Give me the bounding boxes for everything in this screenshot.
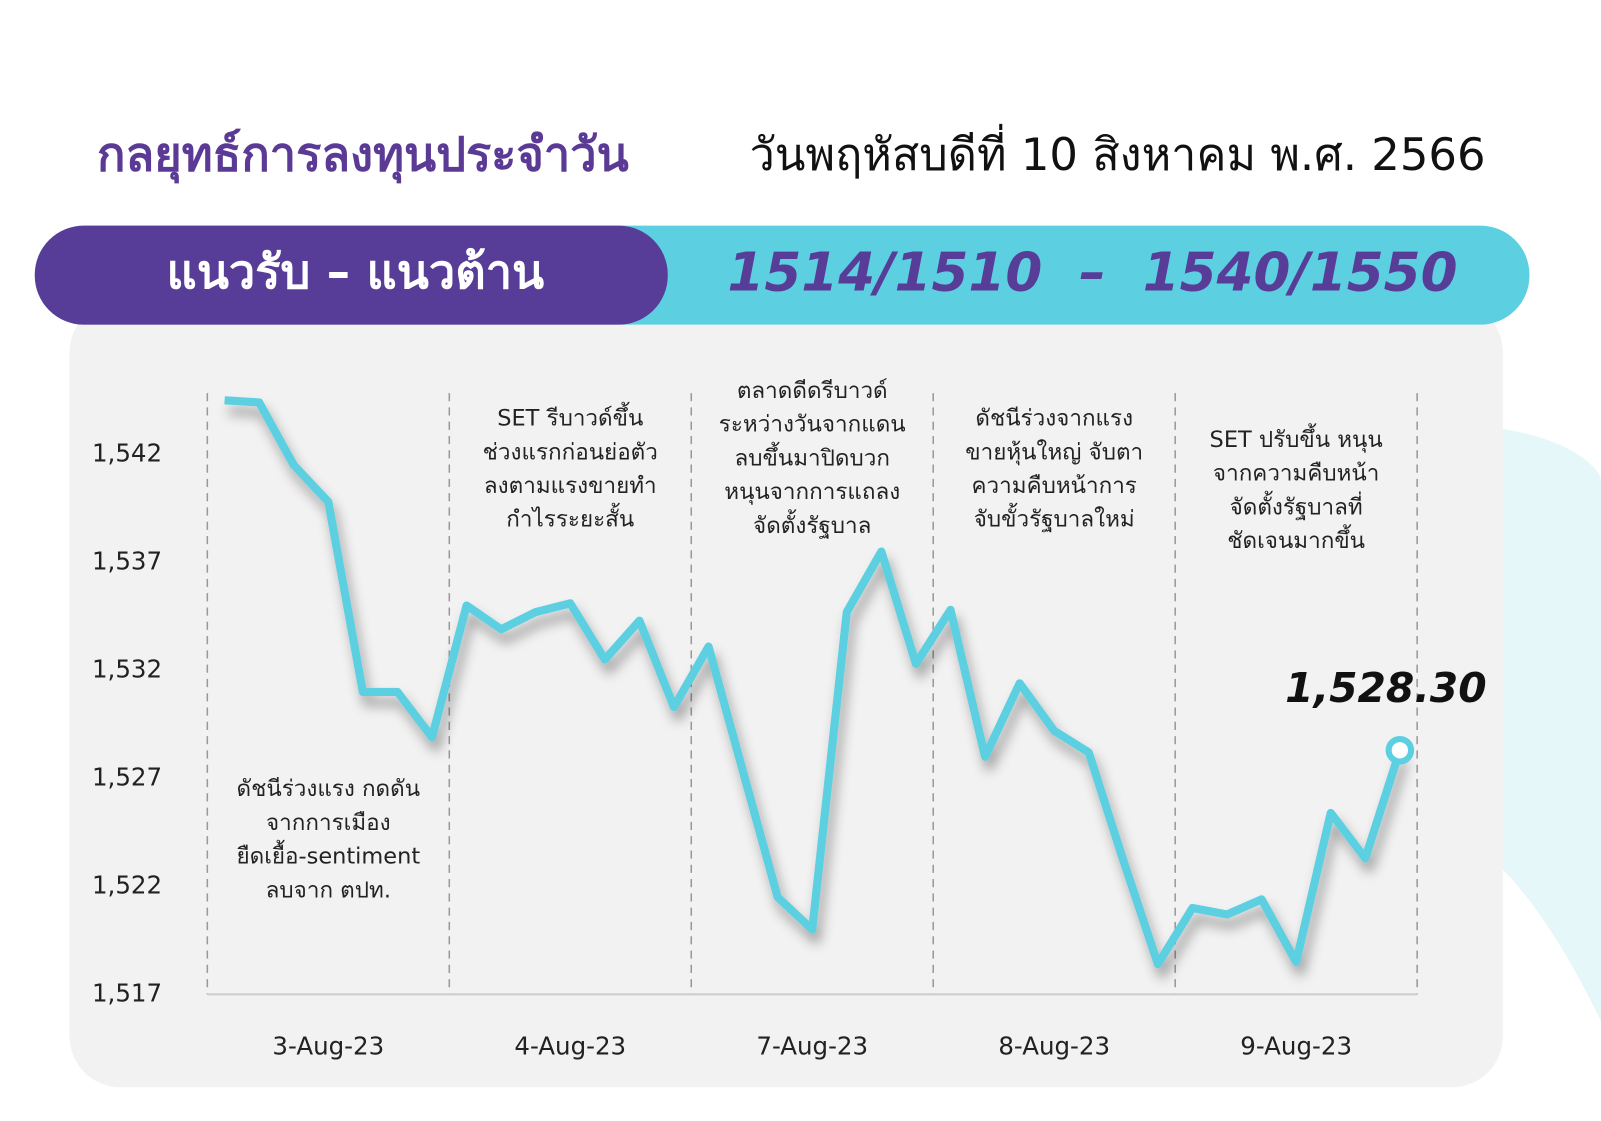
annotation-line: ลบขึ้นมาปิดบวก [735, 441, 890, 471]
annotation-line: จากการเมือง [266, 809, 391, 835]
panel [69, 301, 1503, 1088]
banner-levels: 1514/1510 – 1540/1550 [727, 241, 1457, 303]
annotation-line: ลงตามแรงขายทำ [484, 472, 657, 498]
x-tick-label: 4-Aug-23 [514, 1031, 626, 1060]
annotation-line: ขายหุ้นใหญ่ จับตา [965, 439, 1143, 465]
annotation-line: ลบจาก ตปท. [266, 877, 391, 903]
annotation-line: ช่วงแรกก่อนย่อตัว [483, 439, 658, 465]
annotation: ดัชนีร่วงแรง กดดันจากการเมืองยืดเยื้อ-se… [236, 776, 420, 903]
y-tick-label: 1,527 [92, 762, 162, 791]
line [224, 396, 1404, 969]
y-tick-label: 1,532 [92, 654, 162, 683]
x-tick-label: 3-Aug-23 [272, 1031, 384, 1060]
annotation: SET รีบาวด์ขึ้นช่วงแรกก่อนย่อตัวลงตามแรง… [483, 401, 658, 532]
annotation-line: กำไรระยะสั้น [506, 502, 634, 532]
decor [1500, 428, 1601, 1021]
banner-label-bg [34, 225, 668, 325]
plot: 1,517 1,522 1,527 1,532 1,537 1,542 3-Aug-23 4-… [92, 378, 1487, 1061]
subtitle: วันพฤหัสบดีที่ 10 สิงหาคม พ.ศ. 2566 [750, 123, 1486, 181]
annotation: ตลาดดีดรีบาวด์ระหว่างวันจากแดนลบขึ้นมาปิ… [719, 378, 906, 539]
annotation: ดัชนีร่วงจากแรงขายหุ้นใหญ่ จับตาความคืบห… [965, 405, 1143, 532]
y-tick-label: 1,537 [92, 546, 162, 575]
annotation-line: หนุนจากการแถลง [724, 479, 900, 505]
annotation-line: ความคืบหน้าการ [972, 472, 1137, 498]
annotation-line: SET รีบาวด์ขึ้น [497, 401, 643, 431]
annotation-line: ชัดเจนมากขึ้น [1227, 524, 1365, 554]
annotation-line: ยืดเยื้อ-sentiment [236, 839, 420, 869]
y-tick-label: 1,542 [92, 438, 162, 467]
annotation-line: ดัชนีร่วงแรง กดดัน [237, 776, 421, 802]
banner-label: แนวรับ – แนวต้าน [167, 245, 545, 300]
annotation-line: จัดตั้งรัฐบาลที่ [1230, 490, 1363, 520]
x-tick-label: 8-Aug-23 [998, 1031, 1110, 1060]
annotation-line: จัดตั้งรัฐบาล [753, 508, 871, 538]
annotation-line: ระหว่างวันจากแดน [719, 411, 906, 437]
annotation-line: ดัชนีร่วงจากแรง [975, 405, 1133, 431]
annotation-line: จากความคืบหน้า [1213, 460, 1379, 486]
x-tick-label: 7-Aug-23 [756, 1031, 868, 1060]
title: กลยุทธ์การลงทุนประจำวัน [97, 128, 629, 184]
y-tick-label: 1,522 [92, 870, 162, 899]
annotation: SET ปรับขึ้น หนุนจากความคืบหน้าจัดตั้งรั… [1210, 423, 1383, 554]
y-tick-label: 1,517 [92, 978, 162, 1007]
x-tick-label: 9-Aug-23 [1240, 1031, 1352, 1060]
annotation-line: SET ปรับขึ้น หนุน [1210, 423, 1383, 453]
annotation-line: จับขั้วรัฐบาลใหม่ [974, 502, 1135, 532]
end-marker [1385, 735, 1415, 765]
value-label: 1,528.30 [1285, 664, 1486, 712]
annotation-line: ตลาดดีดรีบาวด์ [737, 378, 888, 404]
